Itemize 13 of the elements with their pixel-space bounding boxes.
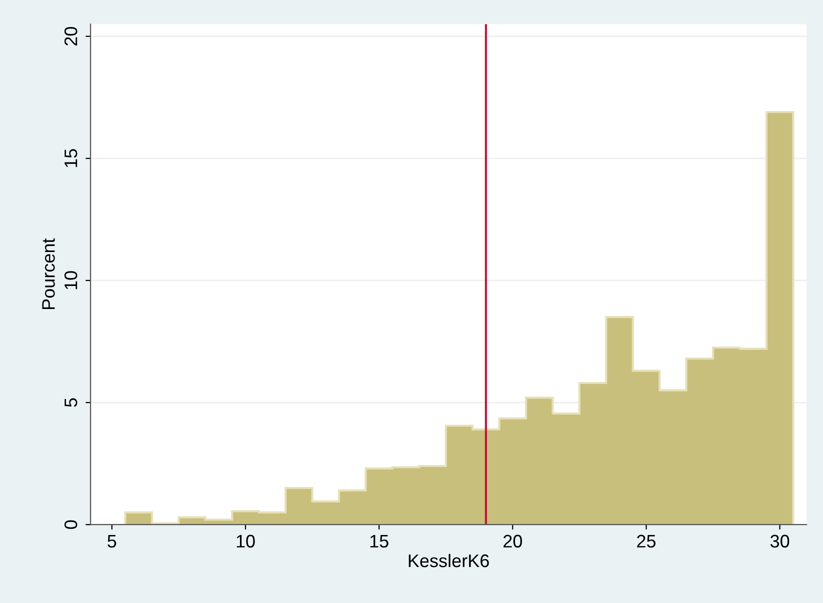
y-tick-label: 10 xyxy=(64,271,78,290)
x-tick-label: 5 xyxy=(108,534,116,548)
x-tick-label: 30 xyxy=(770,534,790,548)
y-tick-label: 15 xyxy=(64,149,78,168)
x-tick-label: 20 xyxy=(504,534,522,548)
x-tick-label: 10 xyxy=(236,534,255,548)
x-axis-title: KesslerK6 xyxy=(408,554,489,568)
x-tick-label: 15 xyxy=(370,534,388,548)
y-tick-label: 5 xyxy=(64,398,78,407)
y-axis-title: Pourcent xyxy=(42,238,55,310)
x-tick-label: 25 xyxy=(637,534,656,548)
y-tick-label: 20 xyxy=(64,26,78,46)
y-tick-label: 0 xyxy=(64,520,78,529)
